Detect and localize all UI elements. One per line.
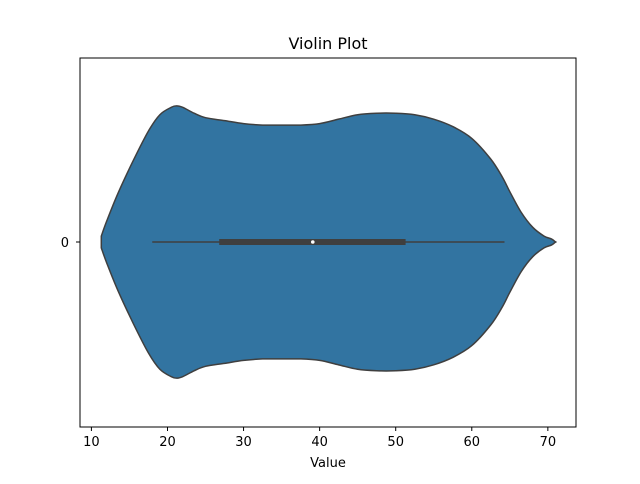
chart-title: Violin Plot <box>288 34 367 53</box>
x-tick-label: 40 <box>311 435 328 450</box>
x-axis-label: Value <box>310 456 346 471</box>
x-tick-label: 30 <box>235 435 252 450</box>
x-tick-label: 10 <box>83 435 100 450</box>
y-tick-label: 0 <box>61 236 69 251</box>
x-tick-label: 60 <box>464 435 481 450</box>
x-tick-label: 20 <box>159 435 176 450</box>
x-tick-label: 70 <box>540 435 557 450</box>
median-marker <box>310 240 315 244</box>
x-tick-label: 50 <box>387 435 404 450</box>
